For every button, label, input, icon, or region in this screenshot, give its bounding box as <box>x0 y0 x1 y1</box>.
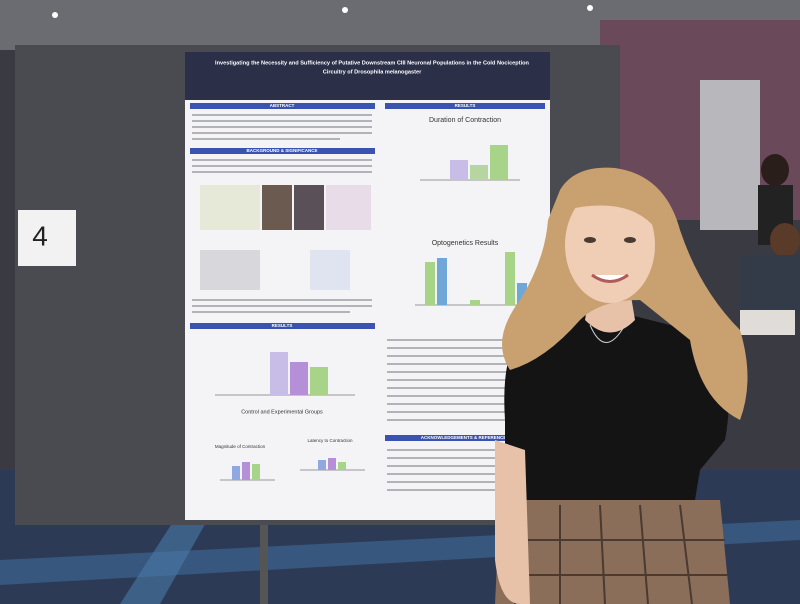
bystander-head <box>761 154 789 186</box>
section-heading: RESULTS <box>272 323 293 328</box>
figure-image <box>200 185 260 230</box>
chart-title: Optogenetics Results <box>432 240 499 247</box>
door <box>700 80 760 230</box>
poster-header <box>185 52 550 100</box>
axis-label: Control and Experimental Groups <box>241 409 323 415</box>
smile <box>591 273 629 283</box>
figure-image <box>200 250 260 290</box>
chart-title: Magnitude of Contraction <box>215 444 266 449</box>
chart-title: Duration of Contraction <box>429 117 501 124</box>
poster-title: Investigating the Necessity and Sufficie… <box>215 60 530 66</box>
sign-number: 4 <box>32 220 48 251</box>
section-heading: ABSTRACT <box>270 103 295 108</box>
ceiling-light <box>342 7 348 13</box>
necklace <box>589 324 626 343</box>
figure-image <box>262 185 292 230</box>
shirt <box>504 312 729 530</box>
figure-image <box>310 250 350 290</box>
arm <box>495 440 530 604</box>
mini-bar-chart <box>420 145 520 181</box>
section-bars <box>190 103 545 441</box>
mini-bar-chart <box>415 252 535 306</box>
section-heading: ACKNOWLEDGEMENTS & REFERENCES <box>421 435 510 440</box>
section-heading: BACKGROUND & SIGNIFICANCE <box>246 148 317 153</box>
eye <box>624 237 636 243</box>
bystander <box>740 255 800 315</box>
eye <box>584 237 596 243</box>
bystander-legs <box>740 310 795 335</box>
ceiling-light <box>587 5 593 11</box>
chart-title: Latency to Contraction <box>307 438 353 443</box>
ceiling-light <box>52 12 58 18</box>
sign-card <box>18 210 76 266</box>
mini-bar-chart <box>300 458 365 471</box>
mini-bar-chart <box>220 462 275 481</box>
poster-title: Circuitry of Drosophila melanogaster <box>323 69 422 75</box>
face <box>565 187 655 303</box>
skirt <box>495 500 730 604</box>
figure-image <box>326 185 371 230</box>
figure-image <box>294 185 324 230</box>
mini-bar-chart <box>215 352 355 396</box>
board-stand <box>260 525 268 604</box>
hair-fringe <box>565 182 658 230</box>
section-heading: RESULTS <box>455 103 476 108</box>
bystander-head <box>770 223 800 257</box>
